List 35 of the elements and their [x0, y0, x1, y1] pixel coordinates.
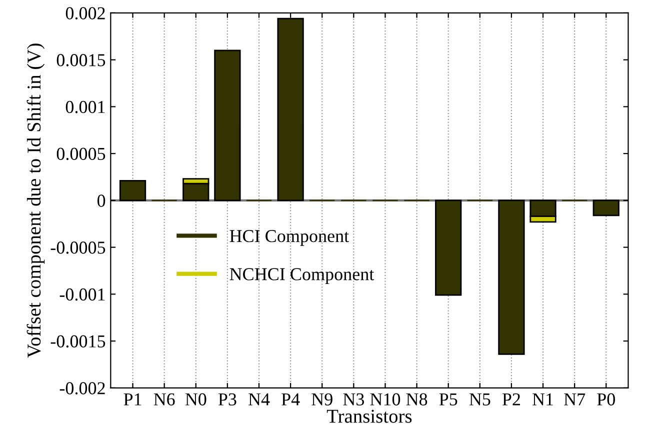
bar: [435, 200, 462, 296]
y-tick-label: 0: [97, 194, 106, 207]
y-tick-label: 0.0005: [56, 148, 106, 160]
x-tick-label: N1: [532, 393, 553, 406]
bar: [498, 200, 525, 355]
y-tick-label: -0.0005: [50, 242, 106, 254]
x-tick-label: N10: [370, 393, 400, 406]
y-tick-label: -0.001: [60, 288, 105, 301]
x-tick-label: P1: [124, 393, 142, 406]
y-tick-label: 0.001: [66, 100, 105, 114]
y-tick-label: 0.0015: [56, 54, 106, 66]
x-tick-label: P4: [282, 393, 300, 406]
bar: [592, 200, 620, 216]
legend-label: HCI Component: [230, 230, 349, 246]
x-tick-label: N4: [248, 393, 270, 406]
x-tick-label: N9: [312, 393, 332, 406]
x-tick-label: N5: [469, 393, 490, 406]
x-tick-label: N3: [343, 393, 364, 406]
x-tick-label: N6: [154, 393, 175, 406]
y-tick-label: -0.0015: [50, 335, 106, 348]
legend-label: NCHCI Component: [230, 268, 374, 284]
y-tick-label: -0.002: [60, 382, 105, 394]
x-tick-label: N7: [564, 393, 586, 406]
y-tick-label: 0.002: [66, 7, 105, 20]
x-tick-label: P2: [502, 393, 520, 406]
bar: [277, 18, 304, 202]
x-tick-label: N0: [185, 393, 206, 406]
x-tick-label: P3: [218, 393, 236, 406]
x-tick-label: P0: [597, 393, 615, 406]
x-tick-label: P5: [439, 393, 458, 406]
bar: [119, 180, 146, 202]
x-axis-title: Transistors: [326, 410, 412, 423]
y-axis-title: Voffset component due to Id Shift in (V): [26, 44, 45, 358]
x-tick-label: N8: [406, 393, 428, 406]
bar: [214, 50, 241, 202]
